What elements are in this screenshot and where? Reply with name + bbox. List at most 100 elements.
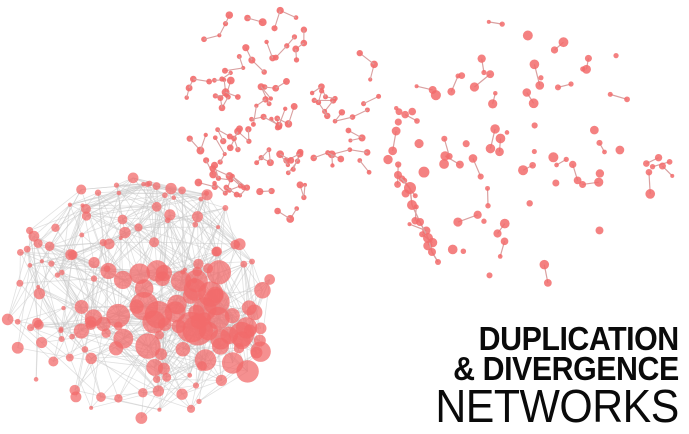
dense-node <box>233 342 245 354</box>
dense-edge <box>69 183 150 206</box>
branch-node <box>256 188 264 196</box>
title-block: DUPLICATION & DIVERGENCE NETWORKS <box>417 322 680 432</box>
dense-edge <box>57 205 83 276</box>
dense-node <box>23 245 31 253</box>
dense-node <box>76 184 87 195</box>
dense-edge <box>17 261 43 322</box>
dense-edge <box>17 265 31 348</box>
dense-edge <box>20 251 43 262</box>
branch-node <box>345 127 352 134</box>
fragment-node <box>423 233 433 243</box>
dense-node <box>146 180 153 187</box>
dense-node <box>135 412 148 424</box>
fragment-node <box>462 140 470 148</box>
dense-node <box>81 346 89 353</box>
dense-node <box>193 258 204 270</box>
dense-node <box>180 269 186 275</box>
branch-node <box>330 163 335 168</box>
fragment-node <box>439 159 449 169</box>
dense-edge <box>170 188 209 269</box>
branch-node <box>226 144 234 152</box>
dense-node <box>157 407 162 412</box>
dense-node <box>154 330 164 340</box>
dense-node <box>36 337 48 349</box>
branch-edge <box>203 34 220 40</box>
fragment-node <box>595 169 605 178</box>
dense-node <box>164 217 171 224</box>
dense-node <box>99 239 107 247</box>
dense-node <box>191 277 198 284</box>
dense-node <box>113 182 120 188</box>
fragment-node <box>497 254 503 259</box>
fragment-node <box>558 37 569 48</box>
dense-edge <box>52 329 62 362</box>
dense-node <box>134 223 143 232</box>
dense-node <box>152 375 161 384</box>
dense-edge <box>138 227 217 253</box>
dense-node <box>192 382 200 389</box>
dense-edge <box>197 216 217 252</box>
dense-node <box>186 404 196 413</box>
dense-edge <box>81 234 92 323</box>
branch-node <box>283 77 290 85</box>
dense-edge <box>157 326 179 392</box>
branch-node <box>274 207 281 215</box>
branch-edge <box>359 160 370 173</box>
dense-node <box>74 299 89 314</box>
title-line-2: & DIVERGENCE <box>453 350 679 387</box>
dense-node <box>80 203 85 208</box>
fragment-node <box>428 85 437 94</box>
fragment-node <box>568 81 574 87</box>
dense-edge <box>82 192 120 206</box>
dense-node <box>206 260 232 285</box>
dense-node <box>81 211 92 221</box>
dense-node <box>14 318 21 325</box>
dense-node <box>116 190 122 196</box>
dense-edge <box>86 206 157 217</box>
dense-edge <box>90 358 102 398</box>
fragment-node <box>554 84 561 91</box>
fragment-node <box>460 248 467 255</box>
dense-edge <box>141 349 184 419</box>
dense-node <box>51 223 60 232</box>
fragment-node <box>548 152 559 163</box>
dense-node <box>233 238 246 251</box>
dense-edge <box>103 323 159 392</box>
dense-edge <box>38 246 51 325</box>
dense-edge <box>170 188 240 245</box>
dense-node <box>106 303 131 328</box>
title-line-3: NETWORKS <box>435 380 680 432</box>
dense-edge <box>57 215 87 276</box>
dense-edge <box>200 198 245 265</box>
dense-node <box>141 181 146 187</box>
dense-node <box>196 398 202 405</box>
dense-edge <box>173 194 208 199</box>
dense-node <box>39 259 44 264</box>
dense-edge <box>69 357 155 368</box>
dense-node <box>129 299 144 314</box>
fragment-node <box>554 162 559 168</box>
dense-edge <box>60 262 95 331</box>
fragment-node <box>395 161 402 168</box>
fragment-node <box>531 122 538 129</box>
dense-edge <box>138 185 157 228</box>
dense-edge <box>61 205 83 273</box>
branch-node <box>212 93 219 99</box>
fragment-node <box>488 99 498 109</box>
fragment-node <box>447 87 456 96</box>
dense-edge <box>19 278 95 284</box>
dense-edge <box>97 192 122 239</box>
dense-edge <box>30 327 62 340</box>
dense-node <box>129 263 151 285</box>
branch-node <box>212 180 217 186</box>
dense-edge <box>69 204 83 236</box>
dense-edge <box>159 375 191 410</box>
branch-node <box>309 90 315 96</box>
dense-node <box>59 269 65 276</box>
dense-edge <box>7 286 39 320</box>
branch-node <box>258 18 267 27</box>
dense-node <box>65 249 77 261</box>
fragment-node <box>493 91 498 96</box>
dense-node <box>194 349 217 371</box>
